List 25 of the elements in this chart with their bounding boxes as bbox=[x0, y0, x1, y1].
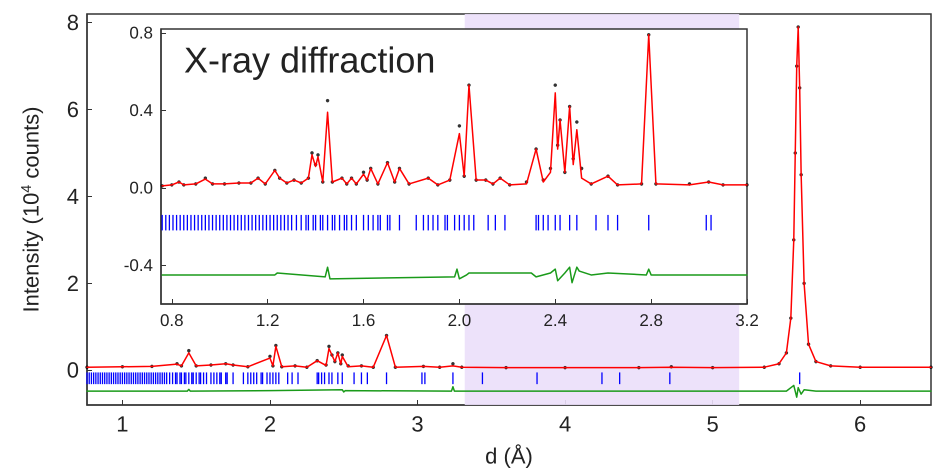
x-tick-label: 1.2 bbox=[256, 311, 280, 330]
y-tick-label: 0.0 bbox=[129, 178, 153, 198]
x-tick-label: 2.8 bbox=[639, 311, 663, 330]
x-tick-label: 6 bbox=[854, 412, 866, 436]
x-tick-label: 1 bbox=[116, 412, 129, 436]
x-tick-label: 0.8 bbox=[160, 311, 184, 330]
x-tick-label: 3 bbox=[411, 412, 424, 436]
y-tick-label: -0.4 bbox=[124, 256, 153, 275]
y-tick-label: 4 bbox=[66, 184, 79, 209]
x-tick-label: 2.4 bbox=[543, 311, 568, 330]
y-tick-label: 8 bbox=[66, 10, 79, 36]
y-tick-label: 0.4 bbox=[129, 100, 153, 120]
y-tick-label: 2 bbox=[66, 270, 79, 296]
x-tick-label: 4 bbox=[558, 412, 572, 436]
x-tick-label: 5 bbox=[706, 412, 719, 436]
y-tick-label: 6 bbox=[66, 97, 79, 122]
y-axis-title: Intensity (104 counts) bbox=[18, 106, 44, 313]
x-tick-label: 2 bbox=[264, 412, 276, 436]
x-tick-label: 3.2 bbox=[735, 311, 759, 330]
y-tick-label: 0.8 bbox=[129, 23, 153, 42]
y-tick-label: 0 bbox=[66, 358, 79, 383]
x-axis-title: d (Å) bbox=[485, 444, 533, 468]
chart-title: X-ray diffraction bbox=[184, 40, 436, 80]
x-tick-label: 1.6 bbox=[352, 311, 376, 330]
x-tick-label: 2.0 bbox=[448, 311, 472, 330]
